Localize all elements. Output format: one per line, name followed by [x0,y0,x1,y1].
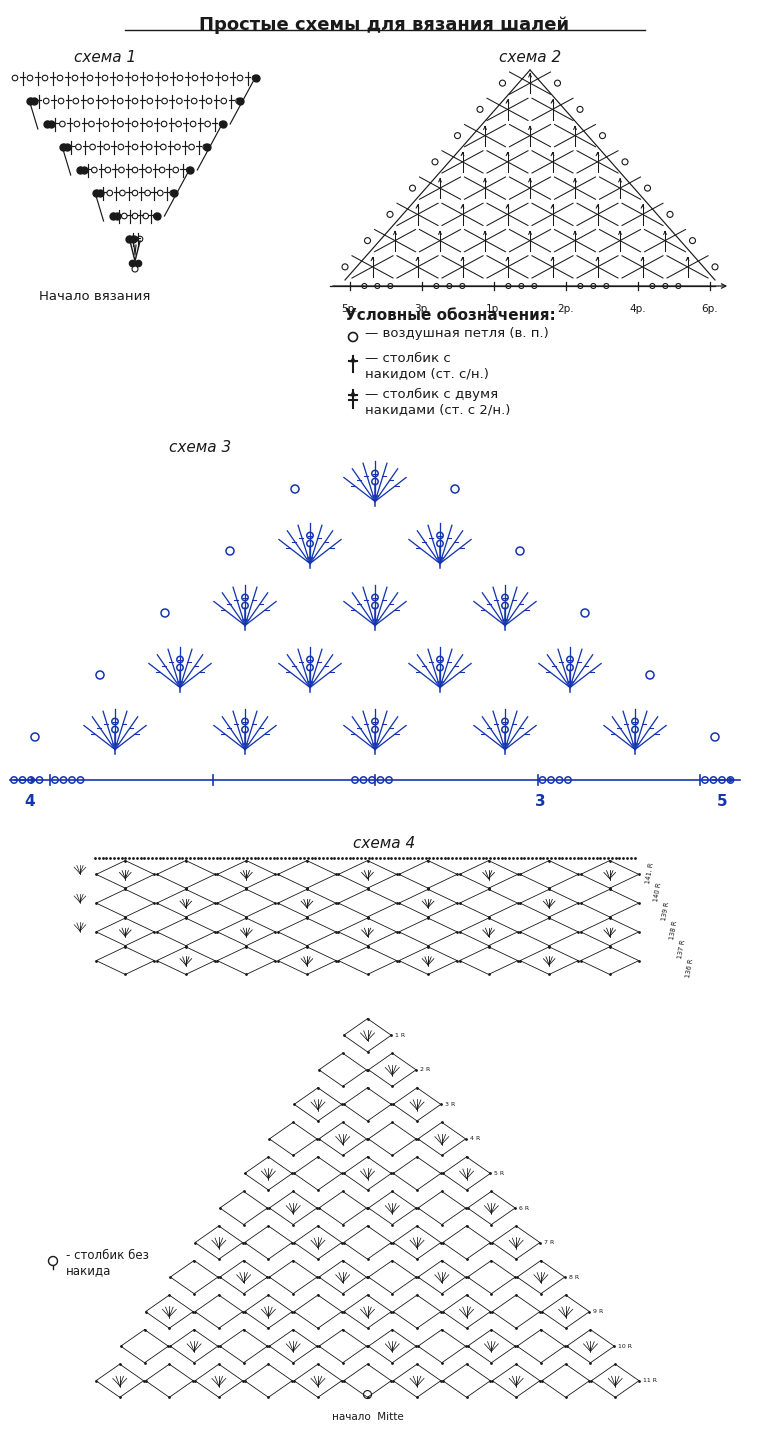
Text: 5р.: 5р. [342,305,359,313]
Text: 2 R: 2 R [420,1068,430,1072]
Text: 136 R: 136 R [685,958,694,978]
Text: 3: 3 [535,794,546,810]
Text: схема 4: схема 4 [353,836,415,850]
Text: схема 1: схема 1 [74,49,136,65]
Text: — столбик с: — столбик с [365,351,451,364]
Text: 5 R: 5 R [495,1171,505,1175]
Text: Начало вязания: Начало вязания [39,290,151,303]
Text: накидами (ст. с 2/н.): накидами (ст. с 2/н.) [365,403,511,416]
Text: 2р.: 2р. [558,305,574,313]
Text: схема 2: схема 2 [499,49,561,65]
Text: 137 R: 137 R [677,939,687,959]
Text: 11 R: 11 R [643,1378,657,1383]
Text: 3р.: 3р. [414,305,430,313]
Text: 3 R: 3 R [445,1101,455,1107]
Text: 10 R: 10 R [618,1344,632,1348]
Text: 140 R: 140 R [653,882,662,903]
Text: 4р.: 4р. [630,305,647,313]
Text: 7 R: 7 R [544,1241,554,1245]
Text: 6р.: 6р. [702,305,718,313]
Text: 6 R: 6 R [519,1206,529,1210]
Text: - столбик без
накида: - столбик без накида [66,1249,149,1277]
Text: 5: 5 [717,794,727,810]
Text: начало  Mitte: начало Mitte [332,1412,403,1422]
Text: 1р.: 1р. [485,305,502,313]
Text: — воздушная петля (в. п.): — воздушная петля (в. п.) [365,326,549,340]
Text: 141. R: 141. R [645,862,654,884]
Text: 9 R: 9 R [594,1309,604,1315]
Text: 4 R: 4 R [469,1136,480,1142]
Text: Простые схемы для вязания шалей: Простые схемы для вязания шалей [199,16,569,33]
Text: 1 R: 1 R [396,1033,406,1037]
Text: схема 3: схема 3 [169,440,231,456]
Text: — столбик с двумя: — столбик с двумя [365,387,498,400]
Text: 139 R: 139 R [661,901,670,921]
Text: 4: 4 [25,794,35,810]
Text: накидом (ст. с/н.): накидом (ст. с/н.) [365,367,489,380]
Text: Условные обозначения:: Условные обозначения: [345,308,556,324]
Text: 138 R: 138 R [669,920,678,940]
Text: 8 R: 8 R [568,1274,579,1280]
